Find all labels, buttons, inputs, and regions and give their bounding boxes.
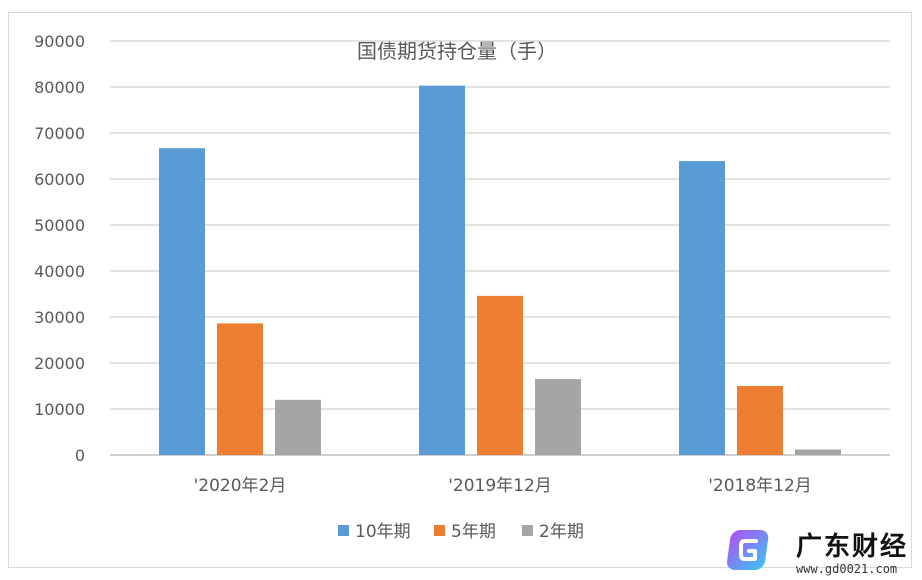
bar (275, 399, 321, 455)
watermark-url: www.gd0021.com (796, 562, 898, 576)
legend-label: 2年期 (539, 522, 584, 542)
y-tick-label: 60000 (34, 170, 85, 189)
legend-swatch (522, 525, 533, 536)
brand-logo-icon (726, 530, 769, 570)
legend-label: 5年期 (451, 522, 496, 542)
y-tick-label: 80000 (34, 78, 85, 97)
bar (419, 85, 465, 456)
y-tick-label: 50000 (34, 216, 85, 235)
bar (795, 449, 841, 455)
legend-swatch (434, 525, 445, 536)
x-axis-ticks: '2020年2月 '2019年12月 '2018年12月 (194, 476, 812, 496)
bars (159, 85, 841, 456)
legend-swatch (338, 525, 349, 536)
bar (737, 386, 783, 455)
bar (535, 379, 581, 455)
legend: 10年期 5年期 2年期 (338, 522, 584, 542)
y-tick-label: 90000 (34, 32, 85, 51)
legend-label: 10年期 (355, 522, 411, 542)
y-tick-label: 40000 (34, 262, 85, 281)
watermark-logo: 广东财经 www.gd0021.com (722, 522, 918, 580)
bar (159, 148, 205, 455)
bar (217, 323, 263, 455)
y-tick-label: 20000 (34, 354, 85, 373)
watermark-brand-name: 广东财经 (796, 532, 909, 562)
y-axis-ticks: 0 10000 20000 30000 40000 50000 60000 70000 8000… (34, 32, 85, 465)
x-tick-label: '2019年12月 (448, 476, 552, 496)
y-tick-label: 0 (75, 446, 85, 465)
bar (477, 295, 523, 455)
x-tick-label: '2018年12月 (708, 476, 812, 496)
bar (679, 161, 725, 455)
chart-title: 国债期货持仓量（手） (357, 39, 557, 63)
y-tick-label: 10000 (34, 400, 85, 419)
y-tick-label: 30000 (34, 308, 85, 327)
y-tick-label: 70000 (34, 124, 85, 143)
x-tick-label: '2020年2月 (194, 476, 287, 496)
